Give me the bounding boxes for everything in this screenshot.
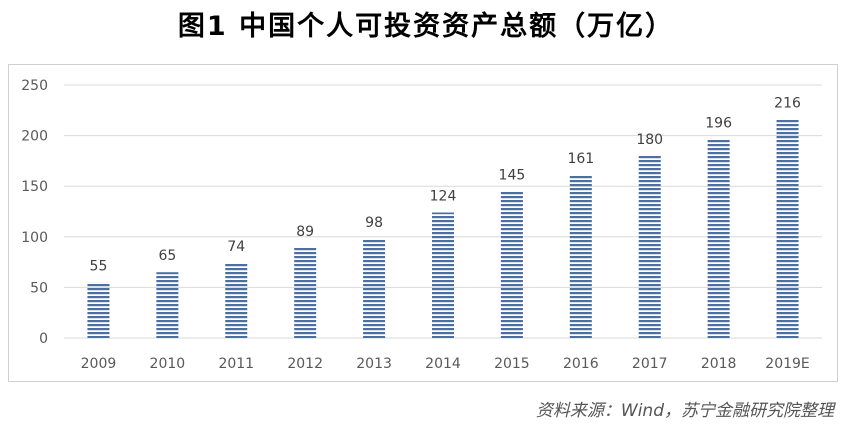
- x-axis: 2009 2010 2011 2012 2013 2014 2015 2016 2017 2018…: [81, 356, 810, 372]
- data-label: 196: [705, 116, 732, 132]
- data-label: 98: [365, 215, 383, 231]
- bar: [500, 191, 523, 338]
- x-tick-label: 2011: [218, 356, 254, 372]
- bar: [776, 119, 799, 339]
- x-tick-label: 2013: [356, 356, 392, 372]
- data-labels: 55 65 74 89 98 124 145 161 180 196 216: [90, 95, 801, 274]
- bar: [569, 175, 592, 338]
- data-label: 180: [636, 132, 663, 148]
- y-tick-label: 250: [21, 78, 48, 94]
- bar: [638, 155, 661, 338]
- chart-title: 图1 中国个人可投资资产总额（万亿）: [177, 11, 675, 42]
- data-label: 124: [430, 189, 457, 205]
- data-label: 89: [296, 224, 314, 240]
- x-tick-label: 2014: [425, 356, 461, 372]
- bar: [294, 247, 317, 338]
- bar: [432, 212, 454, 338]
- data-label: 65: [158, 248, 176, 264]
- data-label: 55: [90, 258, 108, 274]
- bars: [87, 119, 799, 339]
- y-tick-label: 0: [39, 331, 48, 347]
- y-axis: 0 50 100 150 200 250: [21, 78, 48, 347]
- y-tick-label: 150: [21, 179, 48, 195]
- data-label: 216: [774, 95, 801, 111]
- bar: [707, 139, 730, 338]
- chart-frame: [8, 64, 838, 382]
- bar: [363, 238, 386, 338]
- x-tick-label: 2019E: [765, 356, 809, 372]
- x-tick-label: 2018: [701, 356, 737, 372]
- y-tick-label: 200: [21, 129, 48, 145]
- x-tick-label: 2017: [632, 356, 668, 372]
- data-label: 145: [499, 167, 526, 183]
- data-label: 161: [567, 151, 594, 167]
- x-tick-label: 2015: [494, 356, 530, 372]
- x-tick-label: 2012: [287, 356, 323, 372]
- data-label: 74: [227, 239, 245, 255]
- y-tick-label: 100: [21, 230, 48, 246]
- y-tick-label: 50: [30, 280, 48, 296]
- x-tick-label: 2016: [563, 356, 599, 372]
- bar: [225, 263, 248, 338]
- x-tick-label: 2010: [150, 356, 186, 372]
- bar: [87, 282, 110, 338]
- source-note: 资料来源：Wind，苏宁金融研究院整理: [535, 401, 834, 421]
- x-tick-label: 2009: [81, 356, 117, 372]
- bar: [156, 272, 179, 338]
